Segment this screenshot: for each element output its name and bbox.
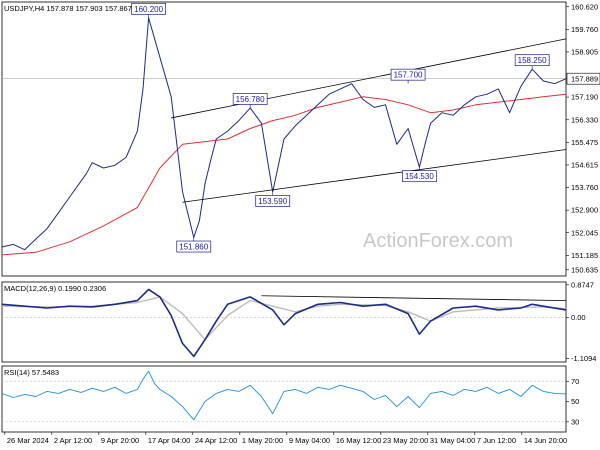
annotation-box xyxy=(514,54,550,67)
series-layer xyxy=(1,17,567,421)
channel-line-1 xyxy=(182,149,567,203)
annotation-box xyxy=(232,93,268,105)
annotation-label: 157.700 xyxy=(394,71,423,80)
annotation-box xyxy=(390,68,426,81)
price-tick-label: 152.045 xyxy=(571,228,598,237)
x-tick-label: 31 May 04:00 xyxy=(430,436,475,445)
series-line-1-0 xyxy=(1,288,567,358)
price-tick-label: 159.760 xyxy=(571,25,598,34)
annotation-label: 154.530 xyxy=(405,172,434,181)
rsi-tick-label: 50 xyxy=(571,397,579,406)
annotation-box xyxy=(255,195,291,207)
series-line-1-1 xyxy=(1,296,567,341)
price-tick-label: 156.330 xyxy=(571,115,598,124)
watermark-text: ActionForex.com xyxy=(363,230,513,252)
x-tick-label: 1 May 20:00 xyxy=(242,436,283,445)
price-tick-label: 150.635 xyxy=(571,265,598,274)
x-tick-label: 7 Jun 12:00 xyxy=(477,436,516,445)
rsi-tick-label: 70 xyxy=(571,377,579,386)
x-tick-label: 23 May 20:00 xyxy=(383,436,428,445)
price-tick-label: 154.615 xyxy=(571,161,598,170)
macd-tick-label: -1.1094 xyxy=(571,354,596,363)
labels-layer: 160.620 159.760 158.905 157.889 157.190 156.3… xyxy=(7,2,600,445)
x-tick-label: 9 May 04:00 xyxy=(289,436,330,445)
price-tick-label: 151.185 xyxy=(571,251,598,260)
pane-frame-0 xyxy=(1,1,567,277)
annotation-label: 153.590 xyxy=(258,197,287,206)
annotation-label: 160.200 xyxy=(134,5,163,14)
series-line-0-0 xyxy=(1,17,567,251)
rsi-pane-title: RSI(14) 57.5483 xyxy=(4,368,59,377)
price-tick-label: 155.475 xyxy=(571,138,598,147)
series-line-0-1 xyxy=(1,93,567,256)
price-tick-label: 153.760 xyxy=(571,183,598,192)
macd-pane-title: MACD(12,26,9) 0.1990 0.2306 xyxy=(4,284,106,293)
annotation-label: 158.250 xyxy=(518,56,547,65)
price-pane-title: USDJPY,H4 157.878 157.903 157.867 157.88… xyxy=(4,4,161,13)
price-tick-label: 158.905 xyxy=(571,48,598,57)
x-tick-label: 26 Mar 2024 xyxy=(7,436,49,445)
annotation-box xyxy=(402,170,437,183)
pane-frame-1 xyxy=(1,281,567,363)
annotation-label: 151.860 xyxy=(179,243,208,252)
annotation-box xyxy=(131,2,166,15)
price-tick-label: 160.620 xyxy=(571,2,598,11)
x-tick-label: 14 Jun 20:00 xyxy=(524,436,567,445)
x-tick-label: 2 Apr 12:00 xyxy=(54,436,92,445)
price-tick-label: 157.190 xyxy=(571,93,598,102)
series-line-2-0 xyxy=(1,370,567,421)
macd-tick-label: 0.8747 xyxy=(571,280,594,289)
last-price-tag xyxy=(566,72,600,85)
x-tick-label: 24 Apr 12:00 xyxy=(195,436,238,445)
x-tick-label: 9 Apr 20:00 xyxy=(101,436,139,445)
pane-frame-2 xyxy=(1,365,567,433)
x-tick-label: 16 May 12:00 xyxy=(336,436,381,445)
last-price-label: 157.889 xyxy=(571,74,598,83)
price-tick-label: 152.900 xyxy=(571,206,598,215)
x-tick-label: 17 Apr 04:00 xyxy=(148,436,191,445)
annotation-box xyxy=(176,240,212,253)
rsi-tick-label: 30 xyxy=(571,417,579,426)
macd-trend-line xyxy=(261,295,567,302)
grid-layer xyxy=(1,1,569,435)
annotation-label: 156.780 xyxy=(236,95,265,104)
macd-tick-label: 0.00 xyxy=(571,313,586,322)
